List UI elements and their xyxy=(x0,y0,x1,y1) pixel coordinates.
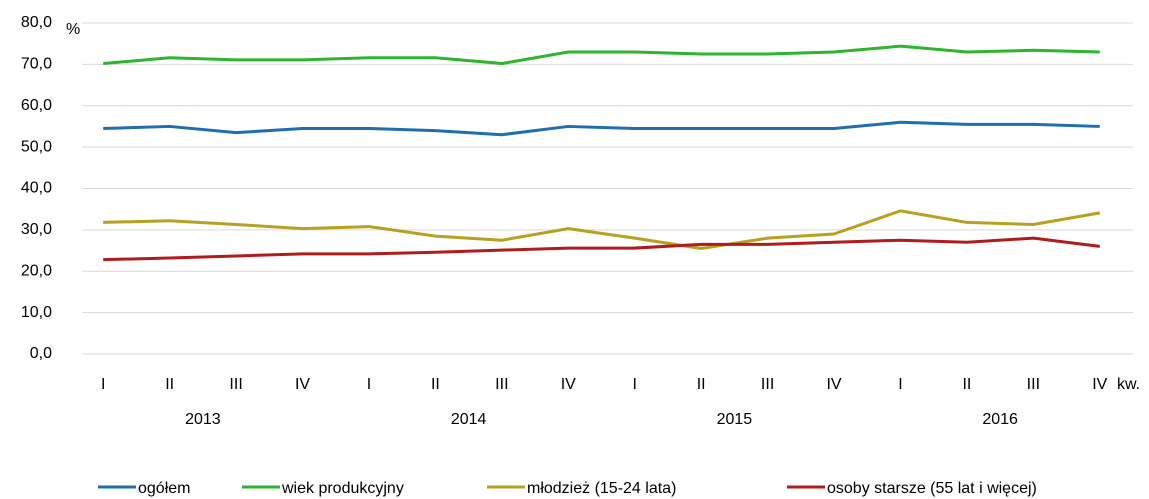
legend-label: młodzież (15-24 lata) xyxy=(527,480,676,497)
group-label: 2015 xyxy=(717,411,753,428)
x-tick-label: IV xyxy=(295,376,310,393)
series-line xyxy=(103,120,1100,137)
group-label: 2014 xyxy=(451,411,487,428)
group-label: 2013 xyxy=(185,411,221,428)
x-unit: kw. xyxy=(1117,376,1140,393)
x-tick-label: IV xyxy=(826,376,841,393)
x-tick-label: I xyxy=(632,376,636,393)
y-tick-label: 60,0 xyxy=(21,97,52,114)
x-tick-label: II xyxy=(962,376,971,393)
legend-label: wiek produkcyjny xyxy=(281,480,404,497)
x-tick-label: I xyxy=(898,376,902,393)
series-line xyxy=(103,44,1100,66)
y-tick-label: 70,0 xyxy=(21,56,52,73)
x-tick-label: IV xyxy=(1092,376,1107,393)
x-tick-label: III xyxy=(761,376,774,393)
y-tick-label: 20,0 xyxy=(21,262,52,279)
series-line xyxy=(103,236,1100,262)
y-tick-label: 50,0 xyxy=(21,138,52,155)
y-tick-label: 10,0 xyxy=(21,304,52,321)
x-tick-label: I xyxy=(367,376,371,393)
group-label: 2016 xyxy=(982,411,1018,428)
y-tick-label: 0,0 xyxy=(30,345,52,362)
x-tick-label: IV xyxy=(561,376,576,393)
x-tick-label: I xyxy=(101,376,105,393)
y-unit: % xyxy=(66,21,80,38)
legend-label: osoby starsze (55 lat i więcej) xyxy=(827,480,1037,497)
x-tick-label: III xyxy=(1027,376,1040,393)
x-tick-label: III xyxy=(495,376,508,393)
x-tick-label: II xyxy=(165,376,174,393)
x-tick-label: III xyxy=(229,376,242,393)
x-tick-label: II xyxy=(697,376,706,393)
y-tick-label: 80,0 xyxy=(21,14,52,31)
legend-label: ogółem xyxy=(138,480,190,497)
y-tick-label: 40,0 xyxy=(21,180,52,197)
y-tick-label: 30,0 xyxy=(21,221,52,238)
x-tick-label: II xyxy=(431,376,440,393)
series-line xyxy=(103,209,1101,250)
